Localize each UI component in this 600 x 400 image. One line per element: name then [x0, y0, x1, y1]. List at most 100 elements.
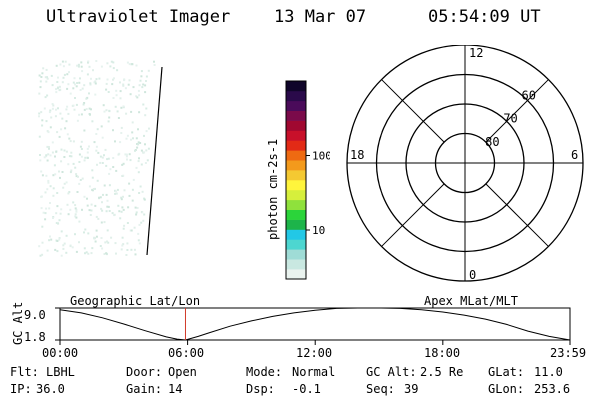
image-speckle	[139, 185, 142, 188]
image-speckle	[114, 192, 117, 195]
mode-label: Mode:	[246, 365, 283, 379]
colorbar-swatch	[286, 150, 306, 161]
image-speckle	[41, 241, 44, 244]
image-speckle	[121, 206, 124, 209]
image-speckle	[83, 231, 85, 234]
colorbar-swatch	[286, 189, 306, 201]
image-speckle	[114, 140, 116, 143]
image-speckle	[109, 65, 112, 68]
image-speckle	[70, 155, 73, 158]
image-speckle	[115, 169, 118, 172]
image-speckle	[103, 253, 106, 255]
image-speckle	[61, 60, 64, 63]
colorbar-swatch	[286, 229, 306, 240]
image-speckle	[38, 92, 41, 95]
image-speckle	[78, 81, 81, 84]
image-speckle	[120, 106, 123, 109]
image-speckle	[146, 159, 149, 162]
image-speckle	[48, 239, 51, 242]
image-speckle	[41, 174, 44, 177]
time-label: 05:54:09 UT	[428, 7, 541, 27]
image-speckle	[40, 170, 43, 173]
image-speckle	[58, 237, 61, 239]
image-speckle	[69, 171, 72, 174]
image-speckle	[40, 76, 43, 78]
image-speckle	[105, 193, 108, 196]
image-speckle	[140, 75, 143, 78]
chart-title-left: Geographic Lat/Lon	[70, 294, 201, 308]
image-speckle	[125, 155, 128, 158]
image-speckle	[129, 93, 132, 96]
image-speckle	[72, 201, 75, 204]
image-speckle	[83, 247, 86, 250]
image-speckle	[124, 153, 127, 156]
image-speckle	[135, 64, 138, 67]
dsp-value: -0.1	[292, 382, 321, 396]
image-speckle	[112, 67, 115, 70]
image-speckle	[58, 85, 61, 88]
image-speckle	[58, 170, 60, 173]
image-speckle	[95, 149, 98, 152]
image-speckle	[76, 119, 79, 122]
image-speckle	[62, 247, 65, 250]
image-speckle	[115, 89, 118, 92]
image-speckle	[119, 90, 122, 93]
image-speckle	[121, 236, 124, 239]
image-speckle	[64, 127, 67, 130]
image-speckle	[103, 110, 106, 113]
image-speckle	[145, 149, 148, 152]
image-speckle	[56, 240, 59, 242]
image-speckle	[82, 103, 85, 106]
image-speckle	[48, 147, 50, 150]
image-speckle	[43, 156, 46, 159]
image-speckle	[126, 134, 129, 137]
image-speckle	[106, 229, 109, 232]
image-speckle	[88, 65, 91, 68]
dsp-label: Dsp:	[246, 382, 275, 396]
image-speckle	[108, 172, 111, 175]
image-speckle	[65, 108, 68, 111]
image-speckle	[106, 158, 109, 161]
image-speckle	[86, 147, 89, 150]
image-speckle	[57, 107, 59, 110]
colorbar-tick-label: 100	[312, 150, 330, 163]
image-speckle	[41, 225, 44, 228]
image-speckle	[91, 189, 94, 192]
image-speckle	[109, 168, 112, 171]
image-speckle	[88, 145, 90, 148]
image-speckle	[122, 83, 125, 86]
image-speckle	[74, 166, 77, 169]
image-speckle	[105, 82, 108, 85]
image-speckle	[125, 254, 128, 256]
image-speckle	[98, 196, 101, 199]
colorbar-scale	[286, 81, 306, 280]
image-speckle	[134, 149, 136, 152]
image-speckle	[83, 129, 86, 132]
image-speckle	[49, 185, 52, 188]
image-speckle	[147, 147, 150, 150]
image-speckle	[56, 131, 59, 134]
image-speckle	[137, 232, 140, 235]
uv-image-panel	[38, 60, 163, 257]
image-speckle	[50, 74, 53, 77]
gc-alt-label: GC Alt:	[366, 365, 417, 379]
image-speckle	[127, 83, 130, 86]
image-speckle	[141, 190, 144, 193]
image-speckle	[104, 148, 107, 151]
image-speckle	[66, 87, 69, 90]
image-speckle	[89, 214, 92, 216]
image-speckle	[46, 76, 48, 79]
image-speckle	[67, 83, 70, 86]
door-label: Door:	[126, 365, 163, 379]
image-speckle	[122, 174, 125, 177]
image-speckle	[79, 179, 82, 181]
image-speckle	[97, 151, 100, 154]
image-speckle	[118, 210, 121, 213]
image-speckle	[108, 116, 111, 119]
image-speckle	[86, 73, 89, 76]
colorbar-swatch	[286, 100, 306, 111]
image-speckle	[144, 114, 147, 117]
image-speckle	[92, 69, 94, 72]
image-speckle	[67, 192, 70, 195]
